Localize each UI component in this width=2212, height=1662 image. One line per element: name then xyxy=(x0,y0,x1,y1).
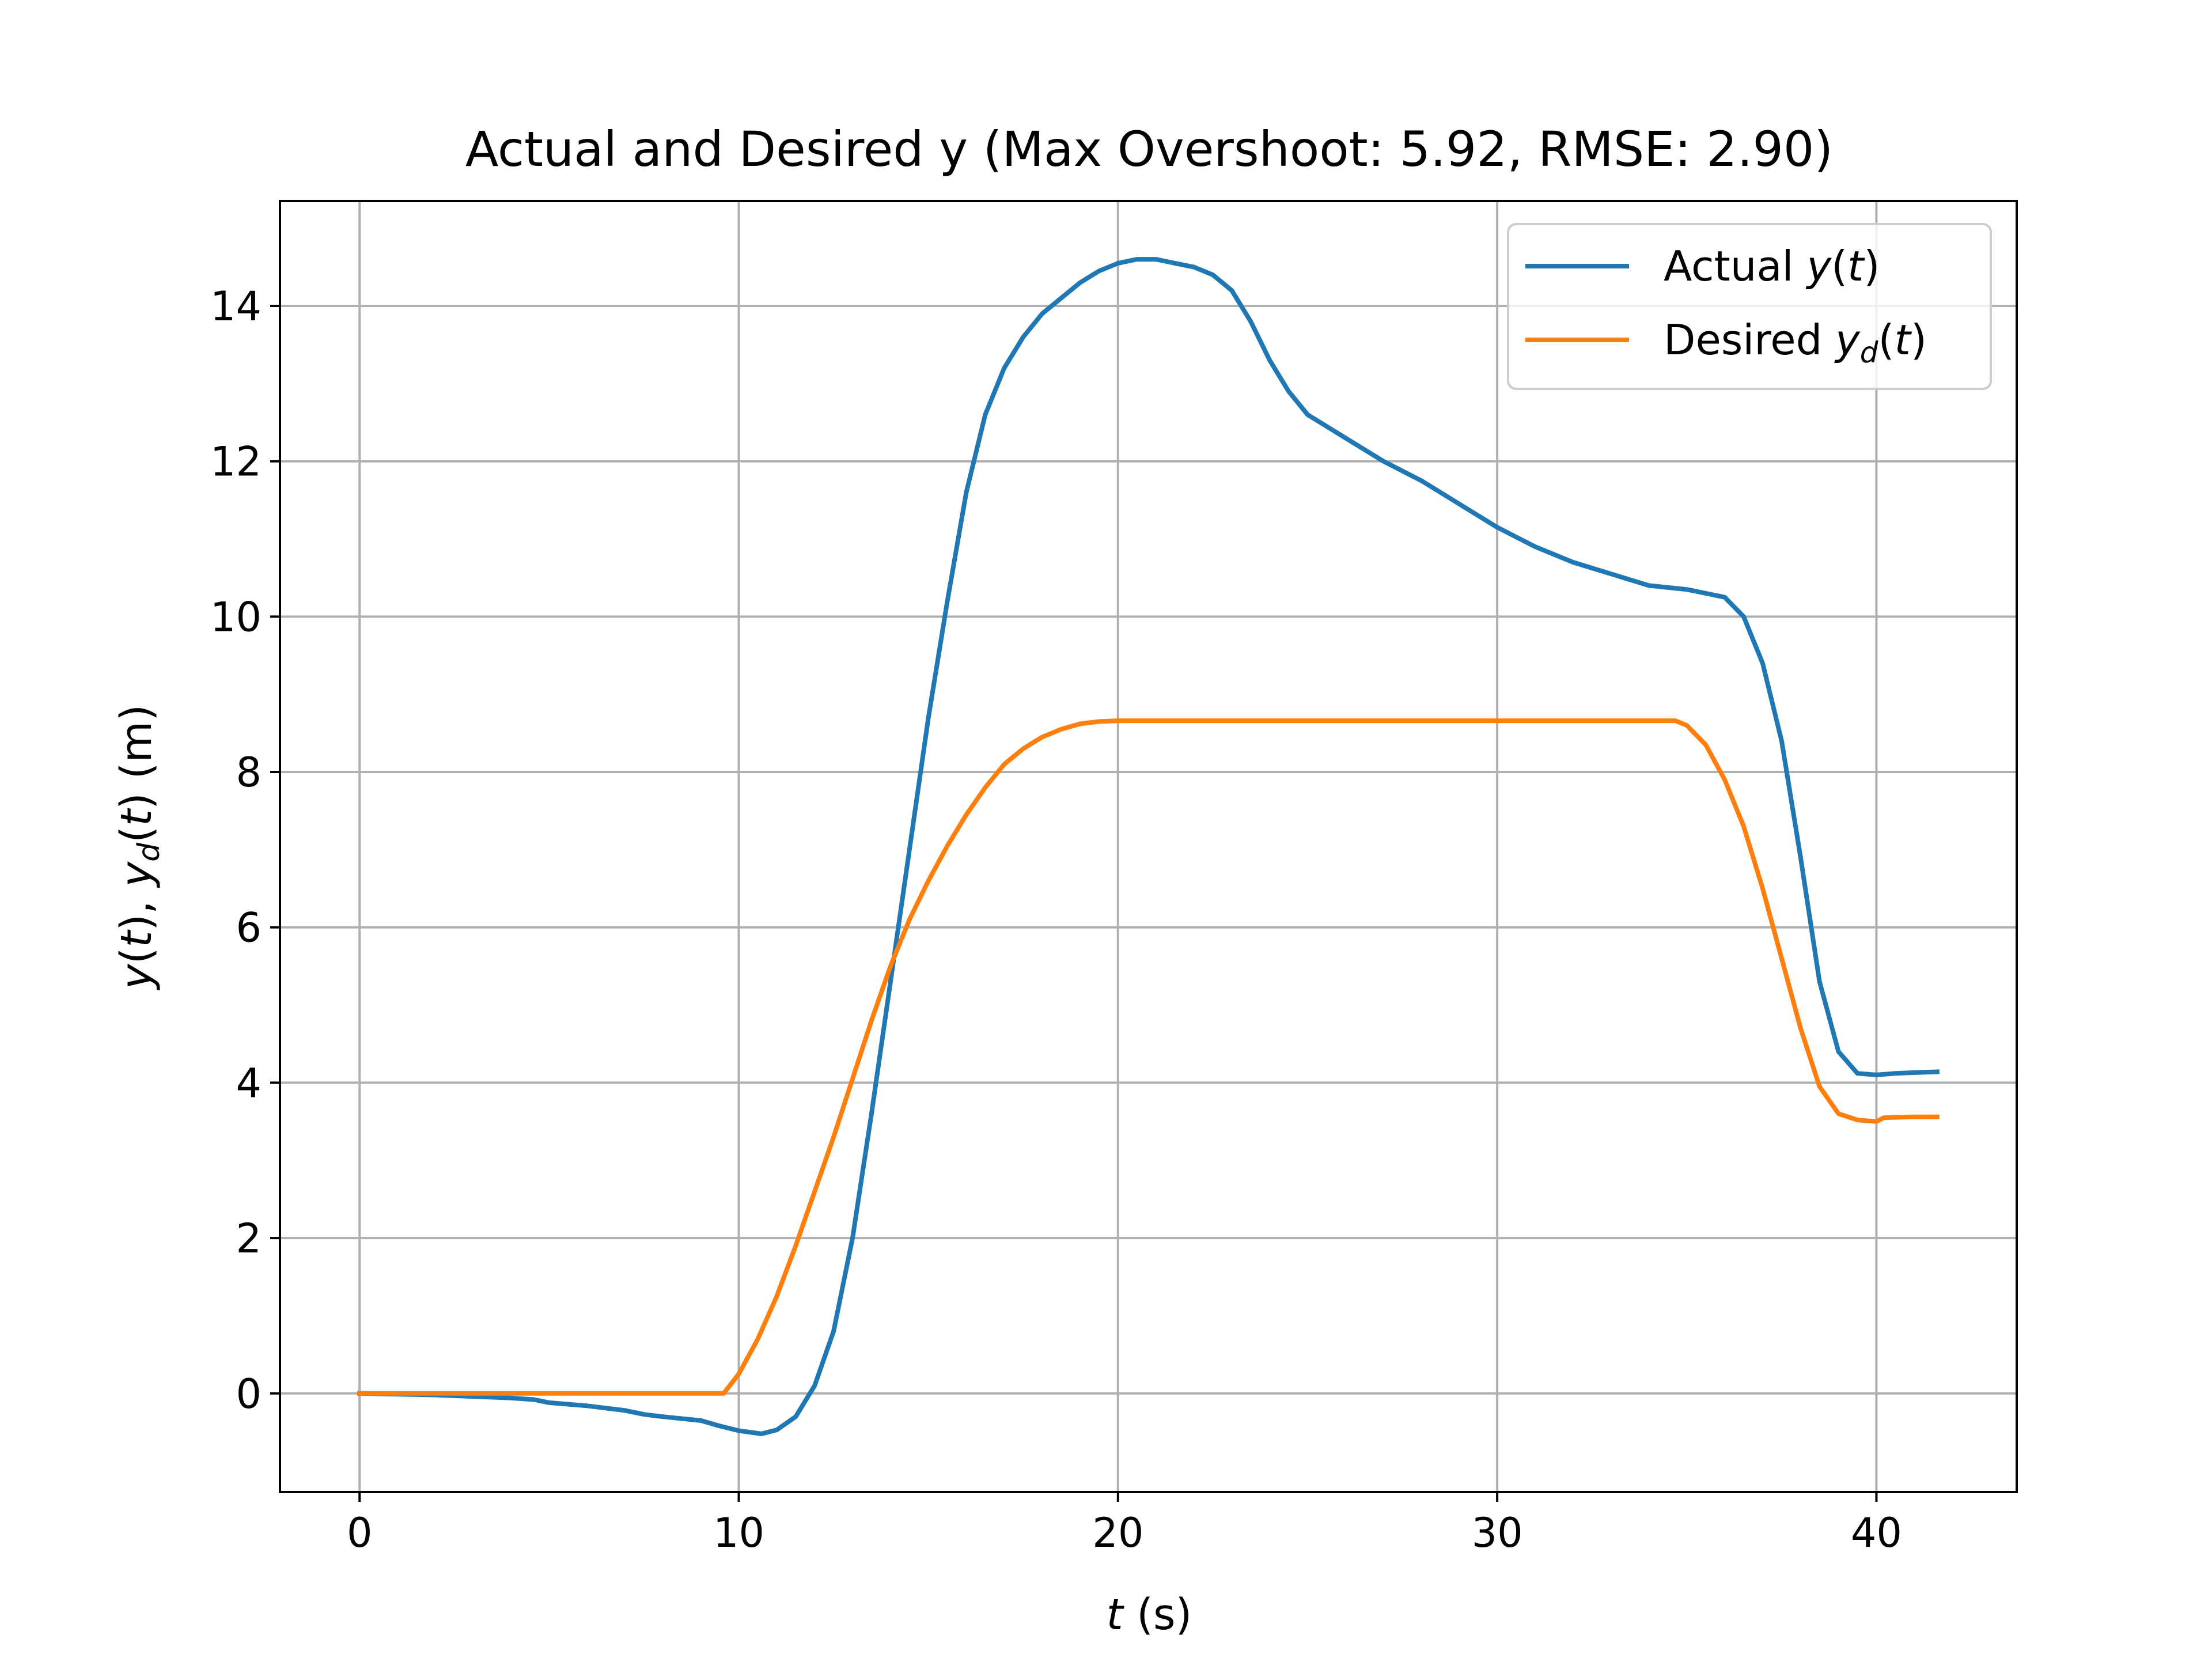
chart-title: Actual and Desired y (Max Overshoot: 5.9… xyxy=(465,121,1833,177)
legend-label-desired: Desired yd(t) xyxy=(1664,316,1927,369)
x-tick-label: 40 xyxy=(1851,1509,1902,1557)
y-tick-label: 8 xyxy=(236,749,262,796)
y-tick-label: 0 xyxy=(236,1371,262,1418)
axis-ticks: 0 10 20 30 40 0 2 4 6 8 10 12 14 xyxy=(210,283,1902,1557)
y-tick-label: 12 xyxy=(210,438,262,486)
grid xyxy=(280,201,2017,1492)
y-tick-label: 2 xyxy=(236,1215,262,1262)
y-tick-label: 14 xyxy=(210,283,262,330)
x-tick-label: 30 xyxy=(1472,1509,1523,1557)
x-axis-label: t (s) xyxy=(1107,1590,1192,1640)
plot-series xyxy=(357,257,1940,1436)
legend: Actual y(t) Desired yd(t) xyxy=(1507,223,1992,390)
x-tick-label: 10 xyxy=(713,1509,764,1557)
plot-frame xyxy=(279,200,2018,1493)
y-tick-label: 4 xyxy=(236,1059,262,1107)
x-tick-label: 20 xyxy=(1092,1509,1143,1557)
y-tick-label: 6 xyxy=(236,904,262,952)
x-tick-label: 0 xyxy=(347,1509,373,1557)
y-axis-label: y(t), yd(t) (m) xyxy=(112,705,166,991)
desired-series-line xyxy=(357,718,1940,1396)
legend-label-actual: Actual y(t) xyxy=(1664,242,1880,290)
y-tick-label: 10 xyxy=(210,593,262,641)
actual-series-line xyxy=(357,257,1940,1436)
